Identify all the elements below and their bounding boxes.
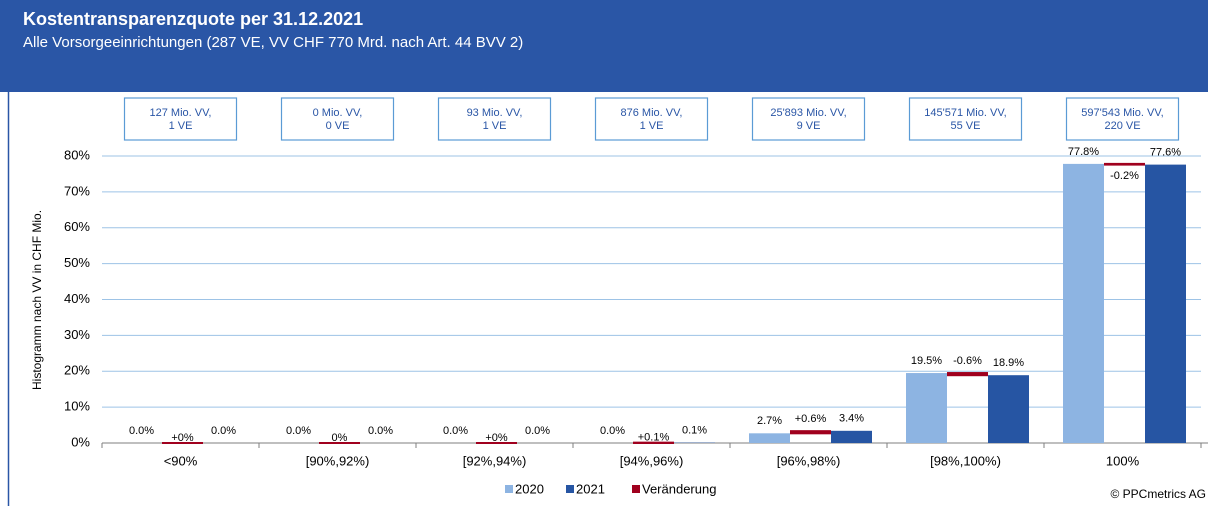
value-label: 3.4% bbox=[839, 413, 864, 425]
bar-change bbox=[790, 430, 831, 435]
annotation-text: 876 Mio. VV, bbox=[621, 107, 683, 119]
legend-swatch bbox=[632, 485, 640, 493]
y-tick-label: 70% bbox=[64, 183, 90, 198]
annotation-text: 1 VE bbox=[483, 120, 507, 132]
x-tick-label: [94%,96%) bbox=[620, 453, 684, 468]
annotation-box bbox=[594, 97, 709, 141]
value-label: +0% bbox=[171, 432, 194, 444]
y-tick-label: 40% bbox=[64, 291, 90, 306]
annotation-text: 1 VE bbox=[640, 120, 664, 132]
value-label: 0.0% bbox=[443, 425, 468, 437]
value-label: 0.0% bbox=[600, 425, 625, 437]
value-label: -0.6% bbox=[953, 355, 982, 367]
y-tick-label: 10% bbox=[64, 399, 90, 414]
bar-change bbox=[947, 372, 988, 377]
chart-subtitle: Alle Vorsorgeeinrichtungen (287 VE, VV C… bbox=[23, 34, 523, 51]
bar-change bbox=[162, 442, 203, 444]
value-label: +0.1% bbox=[638, 432, 670, 444]
bar-2020 bbox=[749, 433, 790, 443]
y-tick-label: 20% bbox=[64, 363, 90, 378]
bar-2020 bbox=[1063, 163, 1104, 443]
value-label: 77.6% bbox=[1150, 147, 1181, 159]
bar-2021 bbox=[1145, 164, 1186, 444]
value-label: 18.9% bbox=[993, 357, 1024, 369]
annotation-box bbox=[280, 97, 395, 141]
annotation-text: 0 VE bbox=[326, 120, 350, 132]
y-tick-label: 80% bbox=[64, 147, 90, 162]
x-tick-label: <90% bbox=[164, 453, 198, 468]
annotation-text: 93 Mio. VV, bbox=[467, 107, 523, 119]
annotation-box bbox=[908, 97, 1023, 141]
annotation-text: 597'543 Mio. VV, bbox=[1081, 107, 1163, 119]
x-tick-label: [98%,100%) bbox=[930, 453, 1001, 468]
annotation-text: 9 VE bbox=[797, 120, 821, 132]
x-tick-label: [96%,98%) bbox=[777, 453, 841, 468]
x-tick-label: 100% bbox=[1106, 453, 1140, 468]
y-tick-label: 50% bbox=[64, 255, 90, 270]
legend-label: 2021 bbox=[576, 481, 605, 496]
bar-2021 bbox=[988, 375, 1029, 443]
annotation-box bbox=[437, 97, 552, 141]
legend-swatch bbox=[505, 485, 513, 493]
x-tick-label: [90%,92%) bbox=[306, 453, 370, 468]
annotation-text: 145'571 Mio. VV, bbox=[924, 107, 1006, 119]
value-label: 0% bbox=[332, 432, 348, 444]
bar-change bbox=[476, 442, 517, 444]
annotation-text: 25'893 Mio. VV, bbox=[770, 107, 846, 119]
value-label: 0.0% bbox=[525, 425, 550, 437]
value-label: 77.8% bbox=[1068, 146, 1099, 158]
legend-swatch bbox=[566, 485, 574, 493]
bar-2020 bbox=[906, 373, 947, 443]
copyright: © PPCmetrics AG bbox=[1110, 487, 1206, 501]
y-tick-label: 30% bbox=[64, 327, 90, 342]
annotation-text: 127 Mio. VV, bbox=[150, 107, 212, 119]
x-tick-label: [92%,94%) bbox=[463, 453, 527, 468]
value-label: 0.0% bbox=[211, 425, 236, 437]
y-tick-label: 0% bbox=[71, 434, 90, 449]
value-label: +0% bbox=[485, 432, 508, 444]
bar-2021 bbox=[831, 430, 872, 443]
annotation-text: 55 VE bbox=[951, 120, 981, 132]
value-label: 2.7% bbox=[757, 415, 782, 427]
y-tick-label: 60% bbox=[64, 219, 90, 234]
bar-change bbox=[633, 441, 674, 444]
value-label: 0.0% bbox=[368, 425, 393, 437]
value-label: 0.0% bbox=[286, 425, 311, 437]
annotation-text: 0 Mio. VV, bbox=[313, 107, 363, 119]
bar-change bbox=[1104, 162, 1145, 166]
value-label: -0.2% bbox=[1110, 170, 1139, 182]
value-label: 0.1% bbox=[682, 425, 707, 437]
legend-label: 2020 bbox=[515, 481, 544, 496]
header-band bbox=[0, 0, 1208, 92]
value-label: +0.6% bbox=[795, 413, 827, 425]
bar-change bbox=[319, 442, 360, 444]
chart-title: Kostentransparenzquote per 31.12.2021 bbox=[23, 9, 363, 29]
annotation-text: 1 VE bbox=[169, 120, 193, 132]
annotation-box bbox=[1065, 97, 1180, 141]
legend-label: Veränderung bbox=[642, 481, 716, 496]
annotation-text: 220 VE bbox=[1104, 120, 1140, 132]
value-label: 0.0% bbox=[129, 425, 154, 437]
annotation-box bbox=[751, 97, 866, 141]
annotation-box bbox=[123, 97, 238, 141]
y-axis-title: Histogramm nach VV in CHF Mio. bbox=[30, 210, 44, 390]
value-label: 19.5% bbox=[911, 355, 942, 367]
